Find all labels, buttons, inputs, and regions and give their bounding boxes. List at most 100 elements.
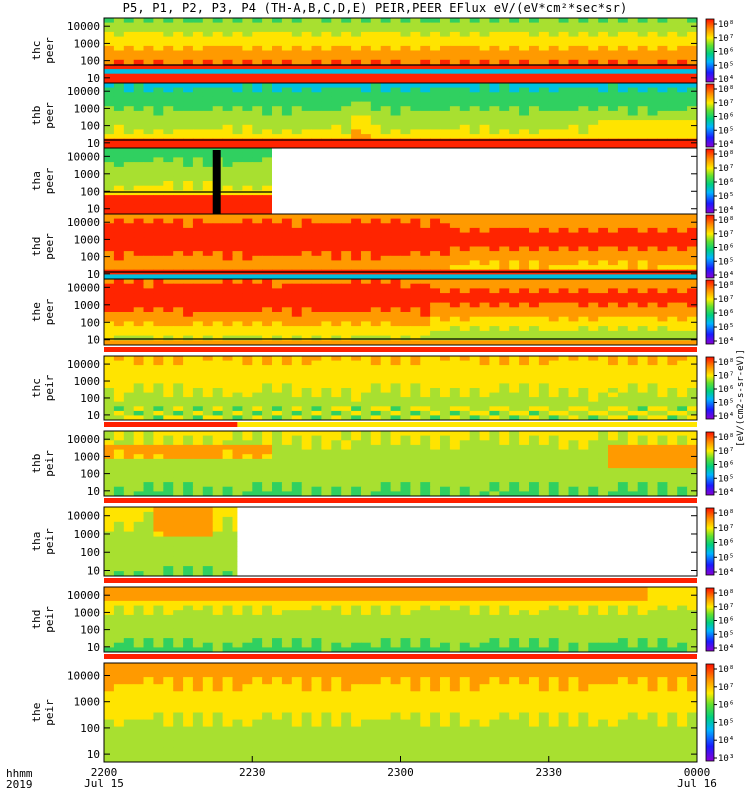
heat-cell [163, 162, 174, 168]
heat-cell [272, 22, 283, 28]
heat-cell [538, 316, 550, 322]
heat-cell [291, 22, 303, 28]
heat-cell [519, 255, 530, 261]
heat-cell [617, 115, 629, 121]
heat-cell [281, 401, 293, 407]
heat-cell [420, 435, 431, 441]
heat-cell [311, 232, 322, 238]
heat-cell [153, 454, 164, 460]
heat-cell [163, 209, 174, 215]
heat-cell [578, 115, 589, 121]
heat-cell [212, 401, 224, 407]
heat-cell [311, 101, 322, 107]
heat-cell [321, 69, 332, 75]
heat-cell [390, 316, 401, 322]
heat-cell [301, 64, 313, 70]
heat-cell [459, 397, 471, 403]
heat-cell [173, 246, 184, 252]
heat-cell [331, 406, 342, 412]
heat-cell [677, 406, 688, 412]
heat-cell [341, 369, 352, 375]
heat-cell [104, 204, 115, 210]
heat-cell [400, 326, 411, 332]
heat-cell [222, 22, 233, 28]
panel-label: tha [30, 171, 43, 191]
heat-cell [370, 388, 382, 394]
heat-cell [519, 138, 530, 144]
heat-cell [499, 115, 510, 121]
heat-cell [489, 120, 500, 126]
heat-cell [281, 36, 293, 42]
heat-cell [519, 388, 530, 394]
heat-cell [568, 406, 579, 412]
heat-cell [657, 27, 668, 33]
heat-cell [440, 297, 451, 304]
heat-cell [578, 265, 589, 271]
heat-cell [133, 69, 145, 75]
heat-cell [657, 374, 668, 380]
heat-cell [232, 378, 243, 384]
heat-cell [647, 444, 658, 450]
heat-cell [331, 312, 342, 318]
heat-cell [380, 392, 392, 398]
heat-cell [301, 78, 313, 84]
heat-cell [647, 45, 658, 51]
heat-cell [469, 101, 481, 107]
heat-cell [390, 274, 401, 280]
heat-cell [281, 293, 293, 299]
heat-cell [212, 383, 224, 389]
heat-cell [499, 406, 510, 412]
heat-cell [568, 265, 579, 271]
heat-cell [113, 129, 125, 135]
heat-cell [598, 321, 609, 327]
heat-cell [262, 326, 273, 332]
heat-cell [153, 148, 164, 154]
heat-cell [657, 41, 668, 47]
heat-cell [252, 124, 263, 130]
heat-cell [598, 265, 609, 271]
heat-cell [430, 120, 441, 126]
heat-cell [133, 440, 145, 446]
heat-cell [272, 115, 283, 121]
y-tick-label: 10000 [67, 20, 100, 33]
heat-cell [598, 360, 609, 366]
heat-cell [568, 360, 579, 366]
heat-cell [212, 274, 224, 280]
heat-cell [143, 41, 154, 47]
heat-cell [617, 444, 629, 450]
heat-cell [449, 218, 461, 224]
heat-cell [548, 321, 560, 327]
heat-cell [538, 18, 550, 24]
heat-cell [687, 401, 697, 407]
heat-cell [598, 383, 609, 389]
heat-cell [637, 365, 649, 371]
heat-cell [617, 129, 629, 135]
heat-cell [113, 302, 125, 308]
heat-cell [212, 316, 224, 322]
heat-cell [252, 326, 263, 332]
heat-cell [133, 378, 145, 384]
heat-cell [242, 378, 253, 384]
heat-cell [331, 340, 342, 346]
heat-cell [548, 120, 560, 126]
heat-cell [252, 223, 263, 229]
heat-cell [588, 36, 599, 42]
heat-cell [538, 214, 550, 220]
heat-cell [499, 312, 510, 318]
heat-cell [390, 265, 401, 271]
heat-cell [687, 241, 697, 247]
heat-cell [608, 96, 619, 102]
heat-cell [351, 297, 362, 304]
heat-cell [291, 444, 303, 450]
heat-cell [677, 356, 688, 362]
heat-cell [192, 406, 204, 412]
heat-cell [123, 59, 135, 65]
heat-cell [440, 251, 451, 257]
heat-cell [410, 454, 421, 460]
heat-cell [420, 374, 431, 380]
heat-cell [104, 326, 115, 332]
heat-cell [281, 83, 293, 89]
heat-cell [331, 92, 342, 98]
heat-cell [163, 374, 174, 380]
heat-cell [163, 237, 174, 243]
